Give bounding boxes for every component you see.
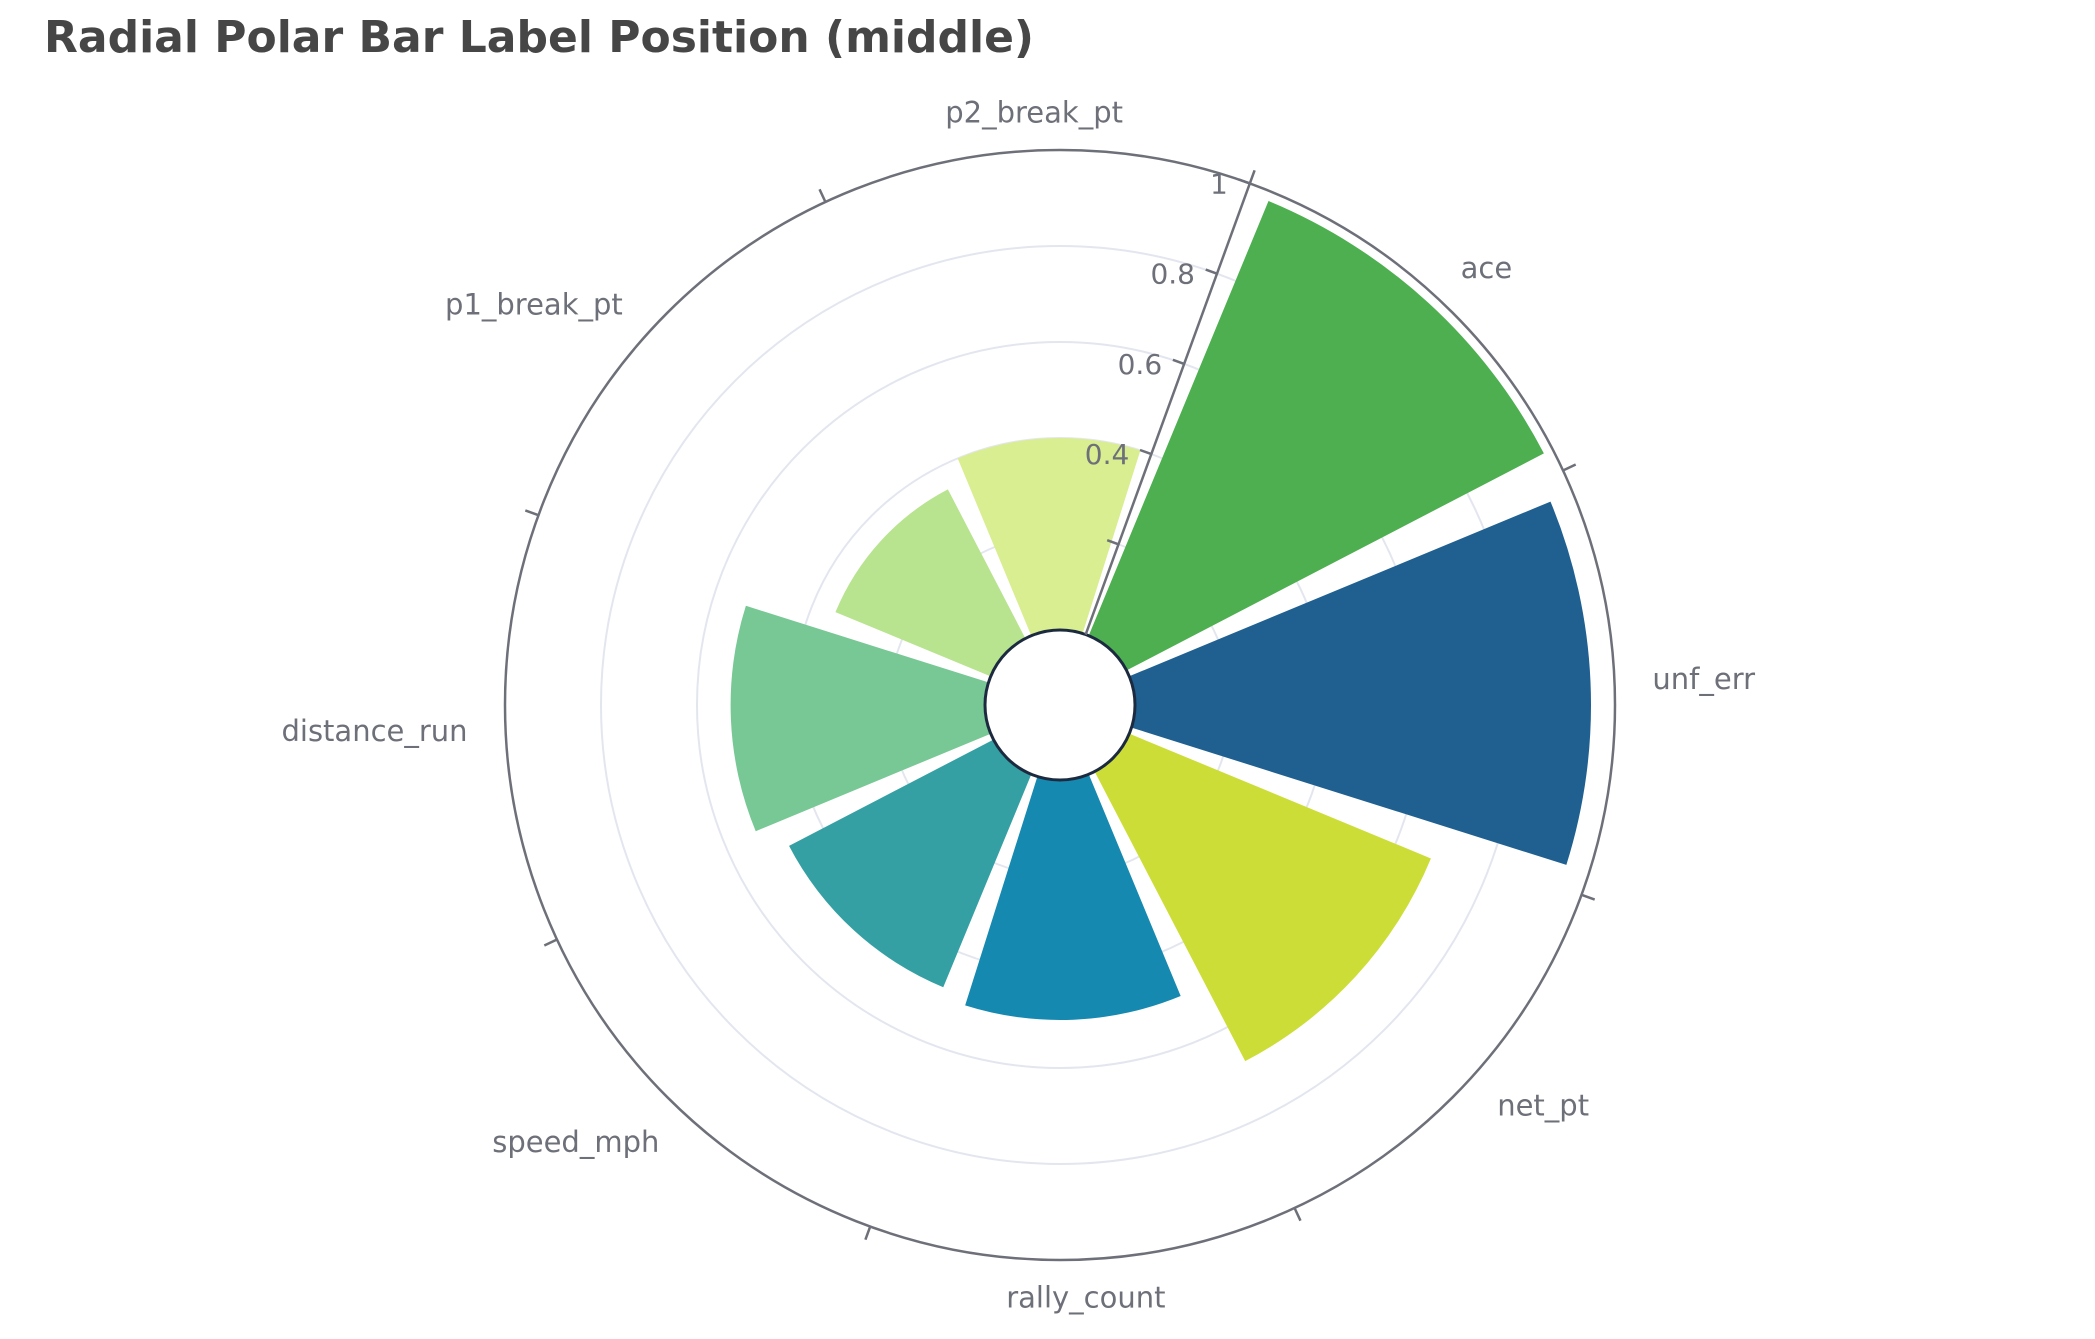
category-label-speed_mph: speed_mph bbox=[492, 1125, 659, 1159]
bar-net_pt[interactable] bbox=[1094, 733, 1431, 1062]
bar-rally_count[interactable] bbox=[965, 774, 1181, 1020]
bar-p2_break_pt[interactable] bbox=[957, 438, 1141, 636]
angle-tick bbox=[864, 1226, 872, 1241]
radius-tick-label: 0.4 bbox=[1085, 438, 1130, 471]
bar-ace[interactable] bbox=[1088, 201, 1544, 671]
angle-tick bbox=[543, 938, 558, 947]
radius-tick-mark bbox=[1172, 358, 1185, 366]
category-label-net_pt: net_pt bbox=[1497, 1089, 1589, 1123]
category-label-distance_run: distance_run bbox=[281, 714, 467, 748]
category-labels: ace unf_err net_pt rally_count speed_mph dist… bbox=[281, 96, 1755, 1315]
category-label-unf_err: unf_err bbox=[1652, 662, 1755, 696]
angle-tick bbox=[1562, 463, 1577, 472]
angle-tick bbox=[818, 188, 827, 203]
radius-tick-label: 0.6 bbox=[1118, 348, 1163, 381]
axis-layer bbox=[503, 148, 1617, 1262]
angle-tick bbox=[1248, 169, 1256, 184]
radius-ticks: 0.4 0.6 0.8 1 bbox=[1085, 167, 1251, 546]
category-label-rally_count: rally_count bbox=[1006, 1280, 1165, 1314]
category-label-p2_break_pt: p2_break_pt bbox=[945, 96, 1123, 130]
radius-tick-mark bbox=[1139, 448, 1152, 456]
angle-tick bbox=[1293, 1207, 1302, 1222]
radius-tick-label: 0.8 bbox=[1150, 258, 1195, 291]
radius-tick-label: 1 bbox=[1210, 167, 1228, 200]
category-label-ace: ace bbox=[1461, 251, 1513, 285]
radius-tick-mark bbox=[1106, 539, 1119, 546]
category-label-p1_break_pt: p1_break_pt bbox=[445, 287, 623, 321]
outer-axis-circle bbox=[503, 148, 1617, 1262]
bar-speed_mph[interactable] bbox=[789, 739, 1032, 988]
bar-p1_break_pt[interactable] bbox=[835, 489, 1026, 677]
bar-unf_err[interactable] bbox=[1129, 501, 1591, 865]
radius-tick-mark bbox=[1238, 178, 1251, 185]
radius-tick-mark bbox=[1205, 268, 1218, 275]
chart-title: Radial Polar Bar Label Position (middle) bbox=[44, 12, 1035, 63]
angle-tick bbox=[524, 509, 539, 517]
radius-axis-line bbox=[1084, 183, 1251, 635]
bar-distance_run[interactable] bbox=[730, 605, 991, 832]
angle-tick bbox=[1581, 893, 1596, 901]
center-hole bbox=[983, 628, 1137, 782]
bar-layer bbox=[730, 201, 1591, 1062]
